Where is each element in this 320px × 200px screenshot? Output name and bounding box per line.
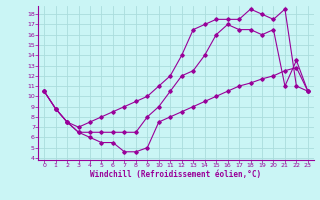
X-axis label: Windchill (Refroidissement éolien,°C): Windchill (Refroidissement éolien,°C) (91, 170, 261, 179)
